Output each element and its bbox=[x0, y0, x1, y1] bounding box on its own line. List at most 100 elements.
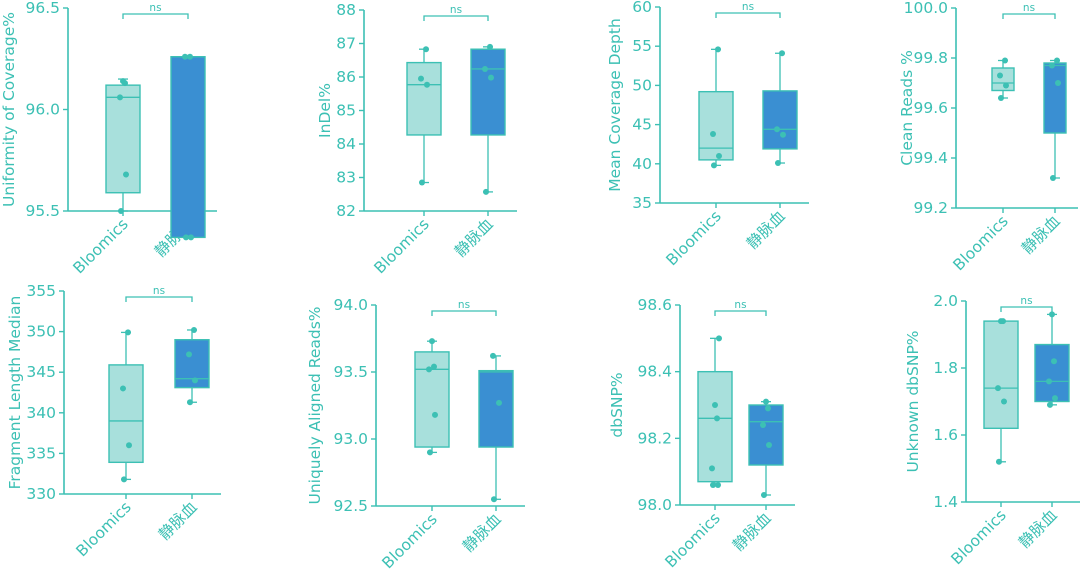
category-label: 静脉血 bbox=[459, 510, 505, 556]
significance-label: ns bbox=[458, 299, 470, 311]
data-point bbox=[715, 482, 721, 488]
y-tick-label: 85 bbox=[336, 102, 356, 120]
data-point bbox=[424, 81, 430, 88]
data-point bbox=[1051, 358, 1057, 365]
y-axis-label: Mean Coverage Depth bbox=[606, 18, 624, 192]
category-label: Bloomics bbox=[379, 510, 441, 572]
box-iqr bbox=[478, 369, 514, 448]
y-axis-label: Unknown dbSNP% bbox=[904, 330, 922, 472]
category-label: 静脉血 bbox=[743, 207, 789, 253]
data-point bbox=[125, 329, 131, 336]
y-tick-label: 86 bbox=[336, 68, 356, 86]
box-iqr bbox=[470, 48, 506, 136]
category-label: Bloomics bbox=[70, 215, 132, 277]
significance-bracket bbox=[431, 310, 497, 316]
y-tick-label: 99.2 bbox=[913, 199, 948, 217]
data-point bbox=[123, 171, 129, 178]
data-point bbox=[716, 152, 722, 159]
category-label: Bloomics bbox=[73, 498, 135, 560]
data-point bbox=[187, 399, 193, 406]
y-tick-label: 96.0 bbox=[25, 101, 60, 119]
data-point bbox=[487, 43, 493, 50]
box-iqr bbox=[991, 67, 1015, 92]
y-tick-label: 99.4 bbox=[913, 149, 948, 167]
data-point bbox=[997, 72, 1003, 79]
data-point bbox=[429, 338, 435, 345]
y-tick-label: 60 bbox=[632, 0, 652, 16]
data-point bbox=[117, 94, 123, 101]
data-point bbox=[1001, 398, 1007, 405]
data-point bbox=[121, 476, 127, 483]
data-point bbox=[1052, 395, 1058, 402]
significance-label: ns bbox=[1023, 2, 1035, 14]
y-tick-label: 1.8 bbox=[933, 359, 958, 377]
box-iqr bbox=[983, 320, 1019, 430]
box-iqr bbox=[105, 84, 141, 194]
data-point bbox=[120, 385, 126, 392]
data-point bbox=[491, 496, 497, 503]
y-axis-label: dbSNP% bbox=[608, 372, 626, 437]
y-tick-label: 92.5 bbox=[333, 497, 368, 515]
y-tick-label: 93.5 bbox=[333, 363, 368, 381]
data-point bbox=[760, 422, 766, 428]
box-iqr bbox=[762, 90, 798, 150]
data-point bbox=[761, 492, 767, 498]
box-iqr bbox=[108, 364, 144, 464]
data-point bbox=[775, 160, 781, 167]
data-point bbox=[418, 75, 424, 82]
data-point bbox=[188, 234, 194, 241]
y-tick-label: 94.0 bbox=[333, 296, 368, 314]
significance-bracket bbox=[714, 310, 767, 316]
data-point bbox=[426, 366, 432, 373]
data-point bbox=[419, 179, 425, 186]
data-point bbox=[482, 65, 488, 72]
significance-label: ns bbox=[734, 299, 746, 311]
category-label: 静脉血 bbox=[451, 215, 497, 261]
chart-panel: 82 83 84 85 86 87 88 InDel% Bloomics 静脉血 ns bbox=[316, 1, 517, 277]
data-point bbox=[1046, 378, 1052, 385]
data-point bbox=[1049, 311, 1055, 318]
significance-bracket bbox=[423, 15, 489, 21]
data-point bbox=[1002, 57, 1008, 64]
significance-bracket bbox=[1000, 306, 1053, 312]
category-label: Bloomics bbox=[948, 506, 1010, 568]
data-point bbox=[715, 46, 721, 53]
data-point bbox=[1003, 82, 1009, 89]
y-tick-label: 50 bbox=[632, 76, 652, 94]
data-point bbox=[126, 442, 132, 449]
data-point bbox=[1054, 57, 1060, 64]
category-label: Bloomics bbox=[663, 207, 725, 269]
box-iqr bbox=[698, 90, 734, 161]
category-label: 静脉血 bbox=[1015, 506, 1061, 552]
box-iqr bbox=[697, 370, 733, 483]
category-label: 静脉血 bbox=[729, 509, 775, 555]
y-tick-label: 2.0 bbox=[933, 292, 958, 310]
data-point bbox=[998, 318, 1004, 325]
y-tick-label: 93.0 bbox=[333, 430, 368, 448]
data-point bbox=[710, 131, 716, 138]
significance-bracket bbox=[715, 12, 781, 18]
y-tick-label: 98.6 bbox=[637, 296, 672, 314]
y-axis-label: Uniquely Aligned Reads% bbox=[306, 306, 324, 504]
data-point bbox=[714, 415, 720, 422]
data-point bbox=[187, 53, 193, 60]
y-axis-label: InDel% bbox=[316, 83, 334, 138]
y-tick-label: 98.0 bbox=[637, 496, 672, 514]
box-iqr bbox=[174, 339, 210, 389]
y-tick-label: 355 bbox=[26, 282, 56, 300]
y-tick-label: 35 bbox=[632, 194, 652, 212]
y-tick-label: 340 bbox=[26, 404, 56, 422]
category-label: Bloomics bbox=[371, 215, 433, 277]
significance-label: ns bbox=[149, 2, 161, 14]
y-tick-label: 88 bbox=[336, 1, 356, 19]
y-axis-label: Clean Reads % bbox=[898, 50, 916, 166]
data-point bbox=[490, 352, 496, 359]
data-point bbox=[120, 78, 126, 85]
data-point bbox=[496, 399, 502, 406]
data-point bbox=[998, 95, 1004, 101]
data-point bbox=[774, 126, 780, 133]
y-tick-label: 1.6 bbox=[933, 426, 958, 444]
category-label: 静脉血 bbox=[1018, 212, 1064, 258]
data-point bbox=[483, 188, 489, 195]
